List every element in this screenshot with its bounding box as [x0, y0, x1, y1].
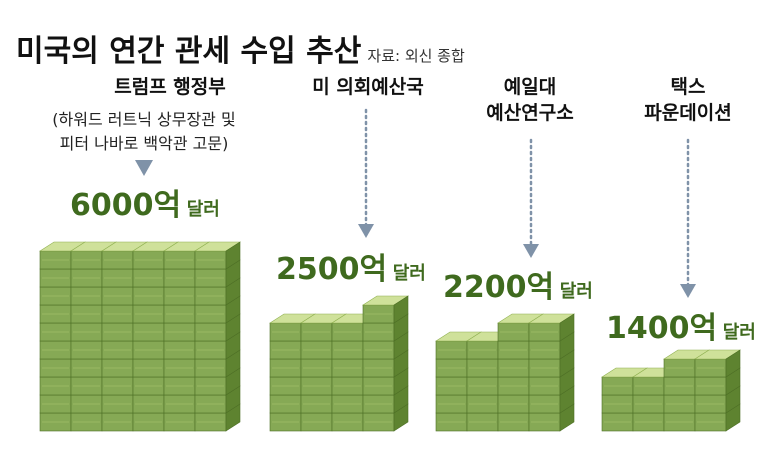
- title-text: 미국의 연간 관세 수입 추산: [16, 34, 362, 69]
- arrow-head: [523, 244, 539, 258]
- value-label-tax-foundation: 1400억 달러: [606, 303, 756, 347]
- value-label-trump: 6000억 달러: [70, 180, 220, 224]
- source-note-trump: (하워드 러트닉 상무장관 및 피터 나바로 백악관 고문): [4, 108, 284, 156]
- value-label-cbo: 2500억 달러: [276, 244, 426, 288]
- arrow-head: [358, 224, 374, 238]
- money-block-side: [559, 313, 575, 342]
- pointer-arrow: [523, 138, 539, 258]
- source-line: 트럼프 행정부: [114, 76, 226, 98]
- arrow-head: [680, 284, 696, 298]
- value-number: 1400억: [606, 311, 718, 346]
- source-label-cbo: 미 의회예산국: [268, 74, 468, 100]
- stack-bar: [600, 349, 742, 432]
- stack-bar: [434, 313, 576, 432]
- source-line: 예일대: [503, 76, 557, 98]
- stack-bar: [38, 241, 242, 432]
- source-label-tax-foundation: 택스 파운데이션: [588, 74, 780, 126]
- arrow-head: [135, 160, 153, 176]
- source-line: 택스: [670, 76, 706, 98]
- source-note: 자료: 외신 종합: [367, 47, 465, 65]
- value-unit: 달러: [722, 322, 756, 343]
- source-line: 파운데이션: [644, 102, 732, 124]
- value-unit: 달러: [392, 263, 426, 284]
- note-line: (하워드 러트닉 상무장관 및: [52, 110, 236, 129]
- pointer-arrow: [680, 138, 696, 298]
- source-line: 예산연구소: [486, 102, 574, 124]
- money-block-side: [225, 241, 241, 270]
- source-label-yale: 예일대 예산연구소: [430, 74, 630, 126]
- value-number: 2200억: [443, 270, 555, 305]
- value-unit: 달러: [559, 281, 593, 302]
- money-block-side: [393, 295, 409, 324]
- source-line: 미 의회예산국: [312, 76, 424, 98]
- pointer-arrow: [358, 108, 374, 238]
- value-number: 6000억: [70, 188, 182, 223]
- value-number: 2500억: [276, 252, 388, 287]
- value-unit: 달러: [186, 199, 220, 220]
- value-label-yale: 2200억 달러: [443, 262, 593, 306]
- stack-bar: [268, 295, 410, 432]
- money-block-side: [725, 349, 741, 378]
- source-label-trump: 트럼프 행정부: [70, 74, 270, 100]
- chart-title: 미국의 연간 관세 수입 추산 자료: 외신 종합: [16, 26, 465, 70]
- note-line: 피터 나바로 백악관 고문): [59, 134, 229, 153]
- pointer-arrow: [135, 160, 153, 176]
